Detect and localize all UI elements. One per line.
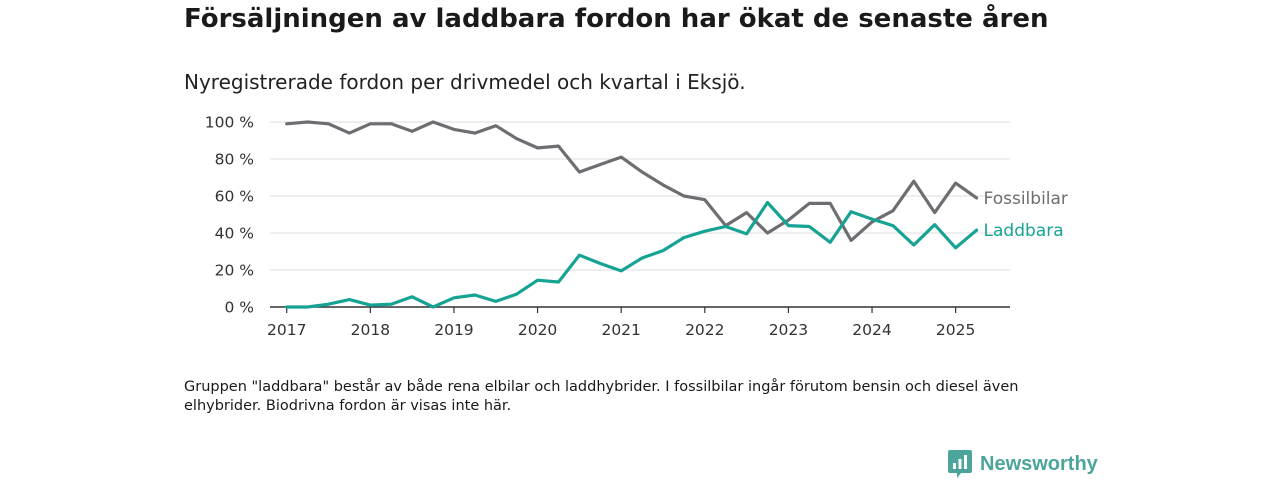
y-tick-label: 100 % xyxy=(205,114,254,132)
brand-logo[interactable]: Newsworthy xyxy=(948,450,1098,478)
series-label-laddbara: Laddbara xyxy=(984,221,1064,241)
series-label-fossilbilar: Fossilbilar xyxy=(984,189,1068,209)
x-axis xyxy=(270,306,1010,313)
grid-lines xyxy=(270,121,1010,271)
x-tick-label: 2024 xyxy=(852,321,891,339)
x-tick-label: 2018 xyxy=(351,321,390,339)
x-tick-label: 2021 xyxy=(601,321,640,339)
x-tick-label: 2025 xyxy=(936,321,975,339)
y-tick-label: 0 % xyxy=(224,299,254,317)
y-tick-label: 60 % xyxy=(215,188,254,206)
chart-title: Försäljningen av laddbara fordon har öka… xyxy=(184,4,1049,34)
tick-labels: 0 % 20 % 40 % 60 % 80 % 100 % 2017 2018 2019 2020… xyxy=(205,114,1068,340)
y-tick-label: 20 % xyxy=(215,262,254,280)
series-lines xyxy=(285,120,979,309)
x-tick-label: 2019 xyxy=(434,321,473,339)
newsworthy-logo-icon xyxy=(948,450,972,478)
x-tick-label: 2020 xyxy=(518,321,557,339)
line-chart: 0 % 20 % 40 % 60 % 80 % 100 % 2017 2018 2019 2020… xyxy=(205,114,1068,340)
x-tick-label: 2023 xyxy=(769,321,808,339)
x-tick-label: 2017 xyxy=(267,321,306,339)
brand-name: Newsworthy xyxy=(980,452,1098,475)
chart-footnote: Gruppen "laddbara" består av både rena e… xyxy=(184,379,1019,414)
y-tick-label: 80 % xyxy=(215,151,254,169)
series-line-laddbara xyxy=(285,200,979,309)
chart-subtitle: Nyregistrerade fordon per drivmedel och … xyxy=(184,70,746,94)
y-tick-label: 40 % xyxy=(215,225,254,243)
series-line-fossilbilar xyxy=(285,120,979,242)
x-tick-label: 2022 xyxy=(685,321,724,339)
